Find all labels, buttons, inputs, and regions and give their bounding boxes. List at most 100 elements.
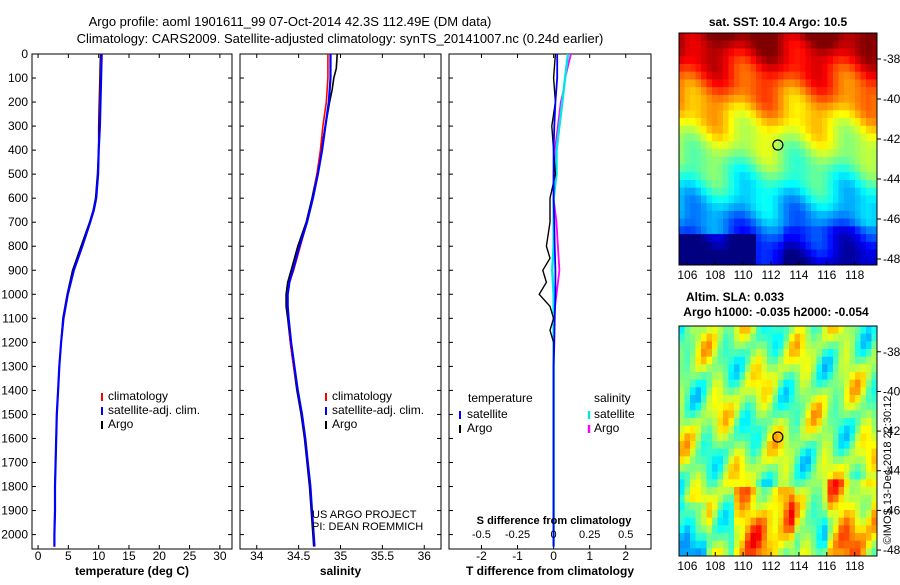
map-cell xyxy=(695,548,702,557)
map-cell xyxy=(706,533,713,542)
map-cell xyxy=(816,548,823,557)
map-cell xyxy=(679,203,685,212)
map-cell xyxy=(822,71,828,80)
map-cell xyxy=(794,395,801,404)
map-cell xyxy=(712,79,718,88)
map-cell xyxy=(778,257,784,266)
map-cell xyxy=(745,195,751,204)
map-cell xyxy=(690,164,696,173)
map-cell xyxy=(871,257,878,266)
map-cell xyxy=(712,341,718,350)
map-cell xyxy=(855,257,861,266)
map-cell xyxy=(679,410,685,419)
map-cell xyxy=(805,125,812,134)
map-cell xyxy=(838,71,845,80)
map-cell xyxy=(706,257,713,266)
map-cell xyxy=(822,179,828,189)
map-cell xyxy=(778,79,784,88)
map-cell xyxy=(800,56,806,65)
map-cell xyxy=(800,149,806,158)
map-cell xyxy=(855,418,861,427)
map-cell xyxy=(794,410,801,419)
map-cell xyxy=(767,548,773,557)
map-cell xyxy=(690,71,696,80)
map-cell xyxy=(717,179,724,189)
map-cell xyxy=(684,533,691,542)
map-cell xyxy=(756,125,762,134)
map-cell xyxy=(712,356,718,365)
map-cell xyxy=(794,118,801,127)
map-cell xyxy=(772,141,779,150)
map-cell xyxy=(838,379,845,388)
map-cell xyxy=(767,502,773,511)
map-cell xyxy=(712,87,718,96)
map-cell xyxy=(695,464,702,473)
map-cell xyxy=(805,172,812,181)
map-cell xyxy=(684,33,691,42)
map-cell xyxy=(855,125,861,134)
map-cell xyxy=(767,487,773,496)
map-cell xyxy=(866,164,872,173)
map-cell xyxy=(717,525,724,534)
map-cell xyxy=(871,510,878,519)
map-cell xyxy=(745,433,751,442)
map-cell xyxy=(855,118,861,127)
map-cell xyxy=(827,510,834,519)
map-cell xyxy=(690,87,696,96)
map-cell xyxy=(855,210,861,219)
map-cell xyxy=(739,418,746,427)
map-cell xyxy=(767,218,773,227)
map-cell xyxy=(679,102,685,111)
map-cell xyxy=(844,63,850,73)
map-cell xyxy=(860,71,867,80)
map-cell xyxy=(772,40,779,49)
map-cell xyxy=(778,40,784,49)
map-cell xyxy=(811,387,817,396)
map-cell xyxy=(701,156,707,165)
map-cell xyxy=(800,441,806,450)
map-cell xyxy=(783,172,790,181)
map-cell xyxy=(723,333,729,342)
map-cell xyxy=(712,164,718,173)
map-cell xyxy=(805,156,812,165)
map-cell xyxy=(723,71,729,80)
map-cell xyxy=(745,257,751,266)
map-cell xyxy=(800,525,806,534)
map-cell xyxy=(844,118,850,127)
map-cell xyxy=(783,195,790,204)
legend-label: Argo xyxy=(332,417,358,431)
map-cell xyxy=(866,479,872,488)
map-cell xyxy=(844,226,850,235)
map-cell xyxy=(728,471,735,480)
map-cell xyxy=(855,241,861,250)
map-cell xyxy=(684,71,691,80)
map-cell xyxy=(728,456,735,465)
map-cell xyxy=(761,226,768,235)
map-cell xyxy=(717,172,724,181)
map-cell xyxy=(805,502,812,511)
map-cell xyxy=(723,548,729,557)
map-cell xyxy=(866,87,872,96)
map-cell xyxy=(811,494,817,503)
map-cell xyxy=(717,156,724,165)
map-cell xyxy=(816,333,823,342)
map-cell xyxy=(822,448,828,457)
map-cell xyxy=(866,510,872,519)
map-cell xyxy=(712,464,718,473)
map-cell xyxy=(690,364,696,373)
map-cell xyxy=(750,102,757,111)
map-cell xyxy=(855,487,861,496)
map-cell xyxy=(811,517,817,526)
map-cell xyxy=(811,372,817,381)
map-cell xyxy=(866,372,872,381)
map-cell xyxy=(750,326,757,335)
map-cell xyxy=(871,71,878,80)
map-cell xyxy=(805,341,812,350)
map-cell xyxy=(849,218,856,227)
map-cell xyxy=(734,249,740,258)
map-cell xyxy=(695,241,702,250)
map-cell xyxy=(690,141,696,150)
map-cell xyxy=(706,540,713,549)
map-cell xyxy=(772,241,779,250)
map-cell xyxy=(712,395,718,404)
